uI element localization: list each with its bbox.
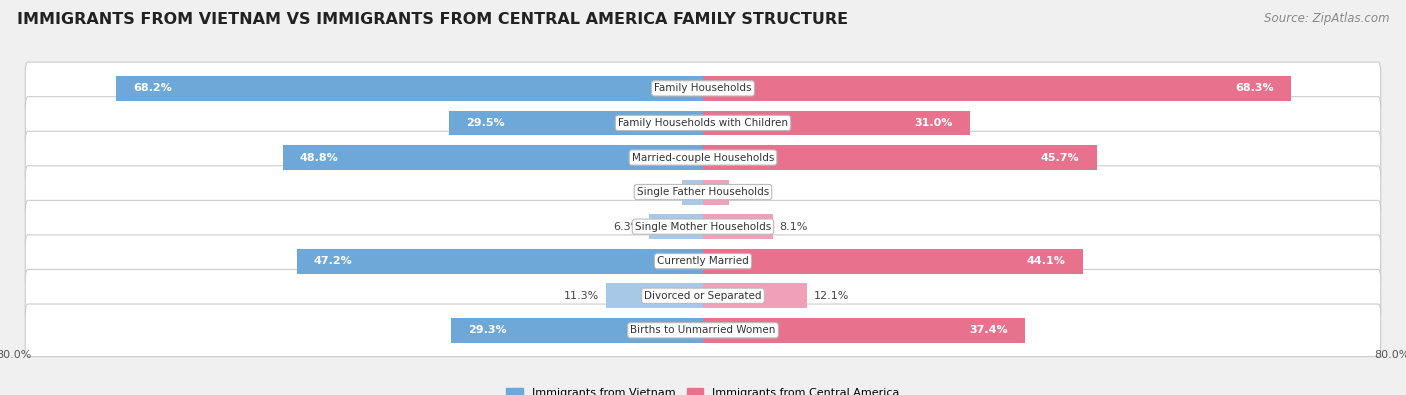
Text: 3.0%: 3.0% <box>735 187 763 197</box>
Bar <box>703 214 773 239</box>
Legend: Immigrants from Vietnam, Immigrants from Central America: Immigrants from Vietnam, Immigrants from… <box>502 384 904 395</box>
Text: IMMIGRANTS FROM VIETNAM VS IMMIGRANTS FROM CENTRAL AMERICA FAMILY STRUCTURE: IMMIGRANTS FROM VIETNAM VS IMMIGRANTS FR… <box>17 12 848 27</box>
Text: 45.7%: 45.7% <box>1040 152 1080 162</box>
Text: Married-couple Households: Married-couple Households <box>631 152 775 162</box>
Text: Family Households: Family Households <box>654 83 752 93</box>
Text: 11.3%: 11.3% <box>564 291 599 301</box>
Text: Single Mother Households: Single Mother Households <box>636 222 770 231</box>
Bar <box>703 249 1083 274</box>
Text: 68.3%: 68.3% <box>1236 83 1274 93</box>
Text: 8.1%: 8.1% <box>780 222 808 231</box>
Bar <box>703 180 728 205</box>
Text: 37.4%: 37.4% <box>969 325 1008 335</box>
Text: Births to Unmarried Women: Births to Unmarried Women <box>630 325 776 335</box>
Text: 29.3%: 29.3% <box>468 325 506 335</box>
Bar <box>115 76 703 101</box>
Bar <box>682 180 703 205</box>
Text: Currently Married: Currently Married <box>657 256 749 266</box>
Text: 12.1%: 12.1% <box>814 291 849 301</box>
Text: 2.4%: 2.4% <box>647 187 675 197</box>
FancyBboxPatch shape <box>25 97 1381 149</box>
Bar <box>703 283 807 308</box>
Text: Source: ZipAtlas.com: Source: ZipAtlas.com <box>1264 12 1389 25</box>
FancyBboxPatch shape <box>25 235 1381 288</box>
Bar <box>648 214 703 239</box>
Bar <box>703 145 1097 170</box>
Bar <box>606 283 703 308</box>
Bar <box>451 318 703 343</box>
Text: 31.0%: 31.0% <box>914 118 953 128</box>
Bar <box>297 249 703 274</box>
Text: 68.2%: 68.2% <box>134 83 172 93</box>
FancyBboxPatch shape <box>25 304 1381 357</box>
Text: 47.2%: 47.2% <box>314 256 353 266</box>
FancyBboxPatch shape <box>25 269 1381 322</box>
FancyBboxPatch shape <box>25 131 1381 184</box>
Bar <box>703 76 1291 101</box>
FancyBboxPatch shape <box>25 62 1381 115</box>
FancyBboxPatch shape <box>25 200 1381 253</box>
Text: 44.1%: 44.1% <box>1026 256 1066 266</box>
Bar <box>703 318 1025 343</box>
Text: 6.3%: 6.3% <box>613 222 643 231</box>
Bar <box>703 111 970 135</box>
Text: Family Households with Children: Family Households with Children <box>619 118 787 128</box>
Text: 48.8%: 48.8% <box>299 152 339 162</box>
Bar <box>449 111 703 135</box>
Text: 29.5%: 29.5% <box>467 118 505 128</box>
Text: Single Father Households: Single Father Households <box>637 187 769 197</box>
Text: Divorced or Separated: Divorced or Separated <box>644 291 762 301</box>
FancyBboxPatch shape <box>25 166 1381 218</box>
Bar <box>283 145 703 170</box>
